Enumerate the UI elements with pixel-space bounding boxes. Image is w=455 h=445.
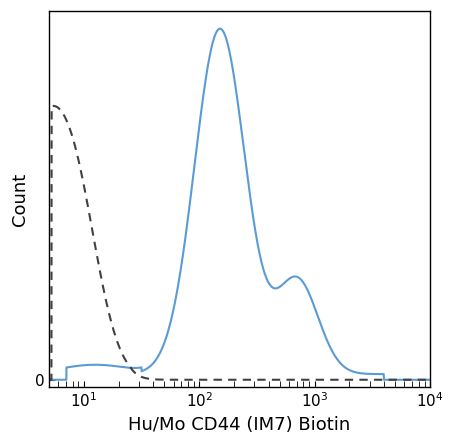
X-axis label: Hu/Mo CD44 (IM7) Biotin: Hu/Mo CD44 (IM7) Biotin <box>128 416 351 434</box>
Y-axis label: Count: Count <box>11 172 29 226</box>
